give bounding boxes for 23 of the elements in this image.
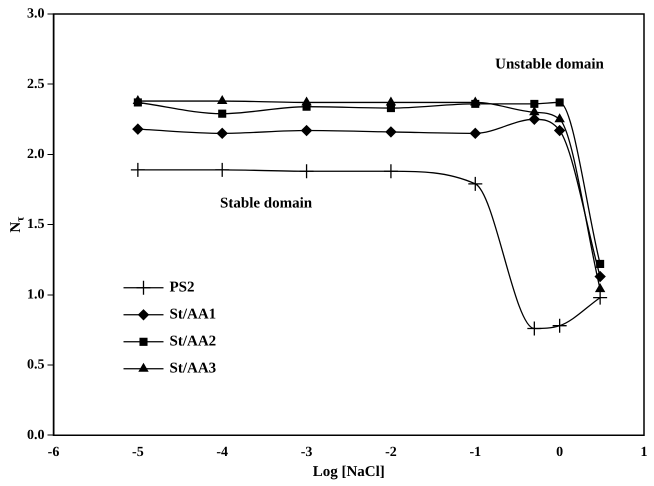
x-tick-label: -1	[469, 445, 482, 460]
x-axis-title: Log [NaCl]	[312, 464, 385, 480]
x-tick-label: -4	[216, 445, 228, 460]
legend-label: PS2	[170, 280, 195, 296]
x-tick-label: 0	[556, 445, 564, 460]
y-axis-title: Nτ	[8, 216, 26, 233]
annotation: Unstable domain	[495, 56, 605, 72]
legend-label: St/AA2	[170, 334, 216, 350]
x-tick-label: -2	[385, 445, 397, 460]
y-tick-label: 1.5	[27, 217, 44, 232]
x-tick-label: -6	[48, 445, 60, 460]
y-tick-label: 0.5	[27, 358, 44, 373]
y-tick-label: 3.0	[27, 6, 44, 22]
legend-label: St/AA3	[170, 360, 216, 377]
x-tick-label: -5	[132, 445, 144, 460]
y-tick-label: 2.0	[27, 147, 44, 162]
x-tick-label: -3	[300, 445, 312, 460]
y-tick-label: 2.5	[27, 76, 44, 92]
x-tick-label: 1	[640, 445, 648, 460]
y-tick-label: 0.0	[27, 428, 44, 443]
legend-label: St/AA1	[170, 306, 216, 323]
annotation: Stable domain	[220, 195, 313, 212]
y-tick-label: 1.0	[27, 287, 44, 302]
